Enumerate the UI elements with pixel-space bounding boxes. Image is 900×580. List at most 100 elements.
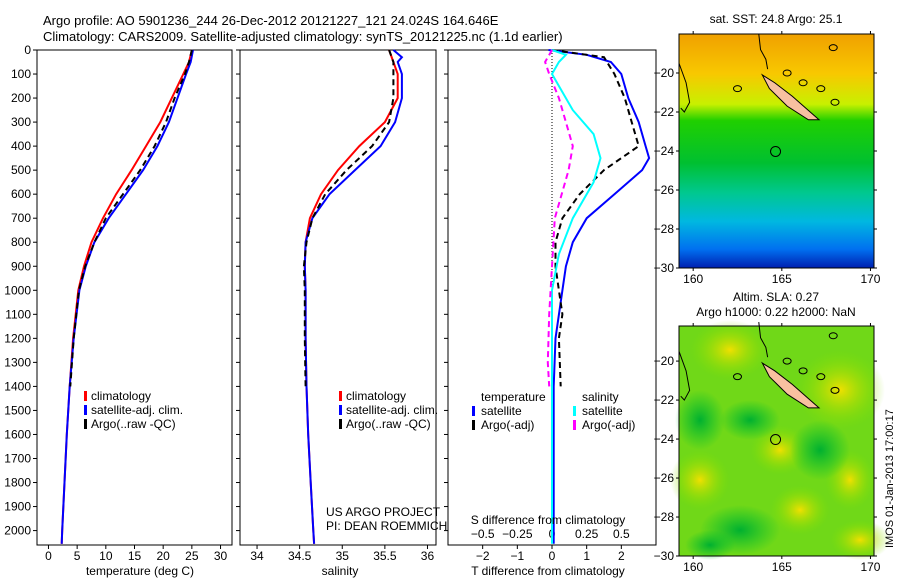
legend-swatch: [84, 391, 87, 401]
y-tick-label: 100: [11, 67, 31, 81]
temperature-axis-label: temperature (deg C): [86, 564, 194, 578]
sst-field: [679, 34, 874, 268]
island-outline: [830, 386, 840, 394]
x-tick-label: 1: [583, 549, 590, 563]
lat-tick-label: −24: [654, 432, 675, 446]
y-tick-label: 1900: [4, 500, 31, 514]
island-outline: [830, 98, 840, 106]
y-tick-label: 1500: [4, 403, 31, 417]
x-tick-label: 5: [74, 549, 81, 563]
legend-header-temperature: temperature: [481, 390, 546, 404]
legend-label: Argo(..raw -QC): [346, 417, 431, 431]
y-tick-label: 700: [11, 211, 31, 225]
sla-low: [675, 390, 725, 450]
sla-high: [690, 320, 770, 380]
island-outline: [782, 357, 792, 365]
legend-header-salinity: salinity: [582, 390, 619, 404]
legend-swatch: [573, 406, 576, 416]
legend-swatch: [472, 420, 475, 430]
x-tick-label: 10: [99, 549, 113, 563]
lon-tick-label: 165: [772, 272, 792, 286]
legend-swatch: [339, 391, 342, 401]
sla-high: [795, 350, 885, 430]
credit-line2: PI: DEAN ROEMMICH: [326, 519, 447, 533]
y-tick-label: 1600: [4, 427, 31, 441]
sla-map-title: Altim. SLA: 0.27: [733, 290, 819, 304]
sst-map: 160 165 170 −20 −22 −24 −26 −28 −30: [654, 31, 881, 286]
sla-high: [670, 450, 730, 510]
s-tick-label: 0.25: [575, 527, 599, 541]
s-tick-label: −0.5: [471, 527, 495, 541]
legend-swatch: [573, 420, 576, 430]
y-tick-label: 600: [11, 187, 31, 201]
y-tick-label: 300: [11, 115, 31, 129]
series-s-satellite: [550, 49, 602, 544]
y-tick-label: 0: [24, 43, 31, 57]
y-tick-label: 1700: [4, 451, 31, 465]
lat-tick-label: −26: [654, 471, 675, 485]
lat-tick-label: −22: [654, 393, 675, 407]
lat-tick-label: −30: [654, 549, 675, 563]
y-tick-label: 1400: [4, 379, 31, 393]
x-tick-label: 35.5: [373, 549, 397, 563]
x-tick-label: 34: [250, 549, 264, 563]
y-tick-label: 200: [11, 91, 31, 105]
argo-float-marker: [770, 434, 782, 446]
map-frame: [678, 325, 875, 557]
lat-tick-label: −20: [654, 66, 675, 80]
series-satellite-adj-clim-: [60, 49, 194, 544]
x-tick-label: 0: [45, 549, 52, 563]
y-tick-label: 900: [11, 259, 31, 273]
sla-high: [830, 520, 890, 560]
island-outline: [828, 332, 838, 340]
x-tick-label: 20: [156, 549, 170, 563]
profile-panel-1: 0 5 10 15 20 25 300100200300400500600700800900…: [4, 43, 233, 563]
series-climatology: [60, 49, 193, 544]
legend-label: Argo(..raw -QC): [91, 417, 176, 431]
series-climatology: [303, 49, 399, 544]
legend-swatch: [472, 406, 475, 416]
lon-tick-label: 170: [860, 560, 880, 574]
lat-tick-label: −30: [654, 261, 675, 275]
x-tick-label: 2: [618, 549, 625, 563]
plot-frame: [239, 49, 437, 546]
lat-tick-label: −28: [654, 222, 675, 236]
legend-label: climatology: [91, 389, 151, 403]
legend-swatch: [339, 405, 342, 415]
x-tick-label: 34.5: [288, 549, 312, 563]
t-diff-axis-label: T difference from climatology: [471, 564, 625, 578]
x-tick-label: 15: [128, 549, 142, 563]
lat-tick-label: −24: [654, 144, 675, 158]
y-tick-label: 800: [11, 235, 31, 249]
y-tick-label: 2000: [4, 524, 31, 538]
legend-swatch: [84, 419, 87, 429]
credit-line1: US ARGO PROJECT: [326, 505, 441, 519]
y-tick-label: 400: [11, 139, 31, 153]
x-tick-label: 25: [185, 549, 199, 563]
legend-label: satellite-adj. clim.: [91, 403, 183, 417]
sla-map-subtitle: Argo h1000: 0.22 h2000: NaN: [696, 305, 855, 319]
legend-label: satellite: [481, 404, 522, 418]
series-t-satellite: [548, 49, 651, 544]
s-tick-label: 0.5: [613, 527, 630, 541]
lat-tick-label: −20: [654, 354, 675, 368]
series-satellite-adj-clim-: [303, 49, 404, 544]
x-tick-label: 30: [214, 549, 228, 563]
island-outline: [816, 85, 826, 93]
sla-low: [685, 530, 735, 560]
new-caledonia-landmass: [761, 361, 821, 409]
y-tick-label: 1000: [4, 283, 31, 297]
lon-tick-label: 165: [772, 560, 792, 574]
island-outline: [733, 373, 742, 381]
sla-low: [720, 400, 780, 440]
x-tick-label: 36: [421, 549, 435, 563]
island-outline: [828, 44, 838, 52]
legend-swatch: [84, 405, 87, 415]
sla-low: [790, 420, 850, 480]
legend-label: satellite: [582, 404, 623, 418]
y-tick-label: 500: [11, 163, 31, 177]
s-tick-label: −0.25: [502, 527, 533, 541]
